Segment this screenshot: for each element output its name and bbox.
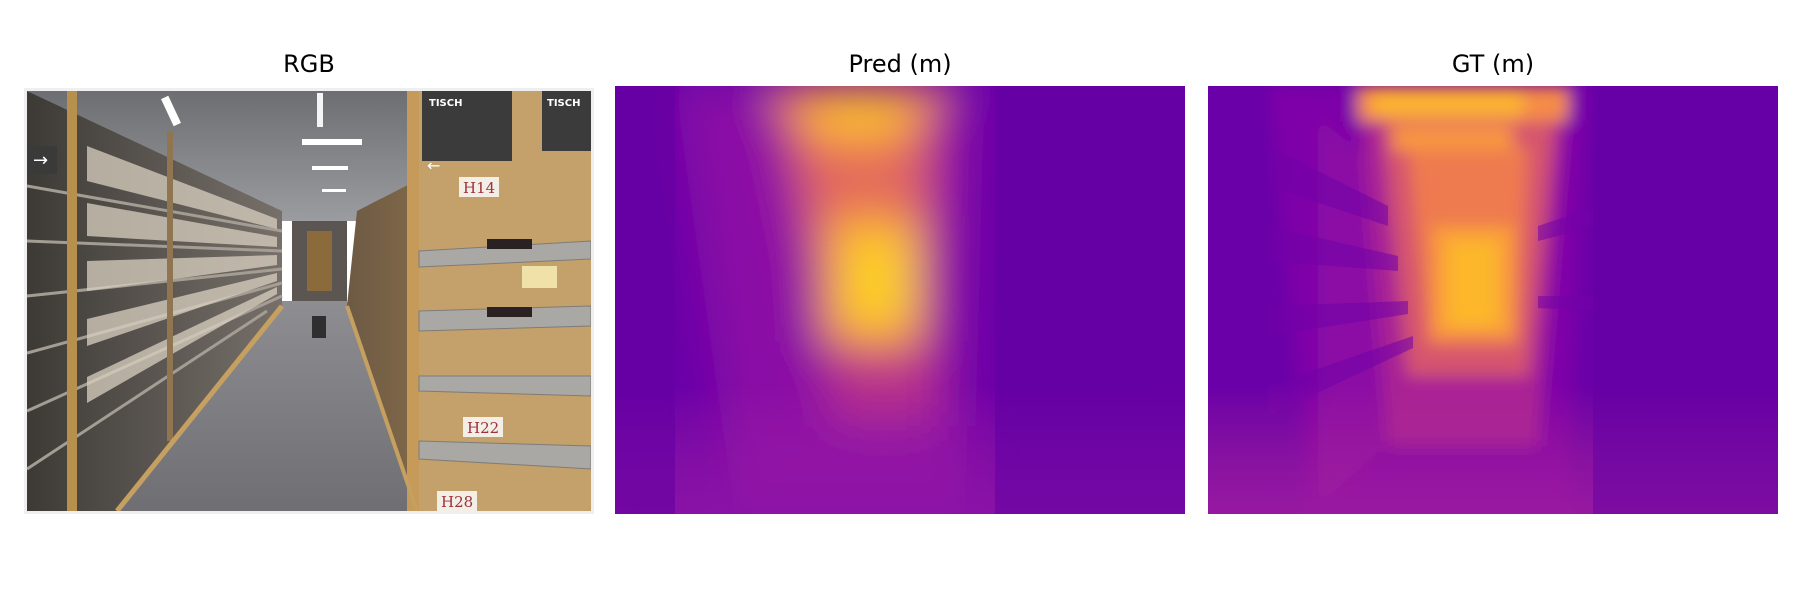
shelf-label-h14: H14 — [463, 179, 495, 197]
gt-depth-heatmap — [1208, 86, 1778, 514]
bookstore-aisle-photo: → TISCH TISCH ← H14 H22 H28 — [27, 91, 591, 511]
rgb-image: → TISCH TISCH ← H14 H22 H28 — [24, 88, 594, 514]
rgb-panel-title: RGB — [283, 50, 335, 78]
shelf-label-h22: H22 — [467, 419, 499, 437]
pred-panel-title: Pred (m) — [848, 50, 952, 78]
store-sign-left: TISCH — [429, 98, 462, 109]
shelf-label-h28: H28 — [441, 493, 473, 511]
svg-text:←: ← — [427, 156, 440, 175]
gt-depth-map — [1208, 86, 1778, 514]
pred-depth-map — [615, 86, 1185, 514]
store-sign-right: TISCH — [547, 98, 580, 109]
svg-text:→: → — [33, 150, 48, 171]
gt-panel-title: GT (m) — [1451, 50, 1535, 78]
pred-depth-heatmap — [615, 86, 1185, 514]
